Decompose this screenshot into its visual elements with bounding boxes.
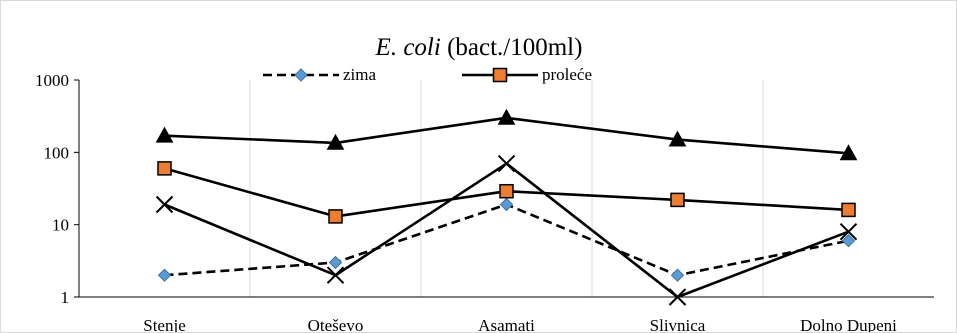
- legend-swatch-marker: [294, 68, 308, 82]
- chart-title: E. coli (bact./100ml): [375, 34, 583, 61]
- y-tick-label: 1: [61, 288, 70, 307]
- legend-label: proleće: [542, 65, 592, 84]
- chart-legend: zima proleće: [263, 65, 592, 84]
- x-tick-labels: Stenje Oteševo Asamati Slivnica Dolno Dupeni: [143, 316, 897, 332]
- series-x-series: [155, 154, 858, 306]
- y-tick-label: 10: [52, 216, 69, 235]
- data-point-triangle: [497, 108, 516, 125]
- y-tick-label: 100: [44, 143, 70, 162]
- y-tick-label: 1000: [35, 71, 69, 90]
- data-point-x: [497, 154, 516, 173]
- x-tick-label: Stenje: [143, 316, 186, 332]
- data-point-diamond: [328, 255, 343, 270]
- data-point-square: [157, 161, 172, 176]
- data-point-diamond: [670, 268, 685, 282]
- data-point-triangle: [839, 144, 858, 161]
- data-point-x: [839, 222, 858, 241]
- y-tick-labels: 1 10 100 1000: [35, 71, 79, 307]
- axis-layer: [78, 80, 934, 298]
- legend-label: zima: [343, 65, 376, 84]
- data-point-square: [328, 209, 343, 224]
- data-point-diamond: [499, 197, 514, 212]
- data-point-x: [155, 195, 174, 214]
- grid-layer: [249, 80, 764, 297]
- data-point-diamond: [841, 234, 856, 248]
- data-point-x: [668, 288, 687, 306]
- data-point-triangle: [326, 133, 345, 150]
- x-tick-label: Slivnica: [650, 316, 706, 332]
- data-point-triangle: [668, 130, 687, 147]
- legend-swatch-marker: [492, 67, 508, 83]
- x-tick-label: Dolno Dupeni: [800, 316, 897, 332]
- series-zima: [157, 197, 856, 282]
- data-point-triangle: [155, 126, 174, 143]
- legend-item-proleće: proleće: [462, 65, 592, 84]
- series-line: [164, 203, 849, 277]
- data-point-x: [326, 266, 345, 284]
- data-point-square: [841, 202, 856, 218]
- x-tick-label: Asamati: [478, 316, 535, 332]
- series-layer: [155, 108, 858, 306]
- data-point-diamond: [157, 268, 172, 282]
- data-point-square: [499, 183, 514, 199]
- series-triangle-series: [155, 108, 858, 161]
- chart-title-italic: E. coli: [375, 34, 441, 61]
- series-proleće: [157, 161, 856, 224]
- legend-item-zima: zima: [263, 65, 376, 84]
- chart-title-rest: (bact./100ml): [441, 34, 583, 61]
- data-point-square: [670, 192, 685, 208]
- series-line: [164, 162, 849, 299]
- x-tick-label: Oteševo: [308, 316, 364, 332]
